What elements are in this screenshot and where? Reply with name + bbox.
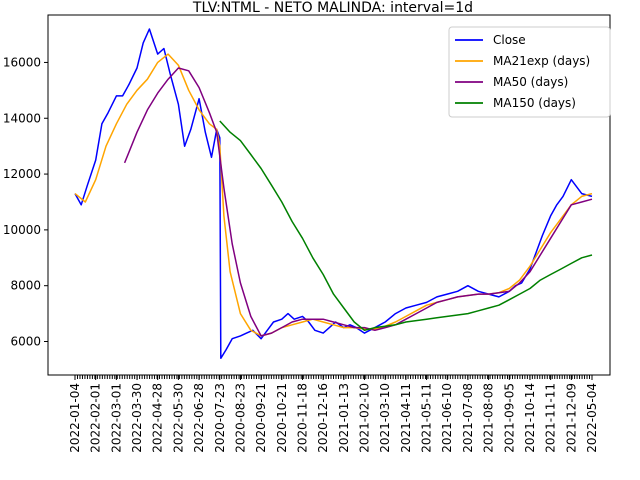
- y-tick-label: 6000: [10, 335, 41, 349]
- chart-title: TLV:NTML - NETO MALINDA: interval=1d: [192, 0, 473, 16]
- x-tick-label: 2022-03-01: [109, 383, 123, 453]
- legend-label: Close: [493, 33, 526, 47]
- x-tick-label: 2022-06-28: [192, 383, 206, 453]
- x-tick-label: 2020-08-23: [233, 383, 247, 453]
- x-tick-label: 2021-10-14: [523, 383, 537, 453]
- x-axis: 2022-01-04 2022-02-01 2022-03-01 2022-03-30…: [68, 375, 599, 453]
- series-line-0: [74, 28, 593, 360]
- x-tick-label: 2021-11-11: [544, 383, 558, 453]
- series-line-1: [74, 53, 593, 337]
- y-tick-label: 8000: [10, 279, 41, 293]
- x-tick-label: 2021-06-10: [440, 383, 454, 453]
- x-tick-label: 2021-07-08: [461, 383, 475, 453]
- x-tick-label: 2020-11-18: [295, 383, 309, 453]
- series-line-2: [123, 67, 593, 337]
- x-tick-label: 2021-04-11: [399, 383, 413, 453]
- y-tick-label: 16000: [3, 55, 41, 69]
- x-tick-label: 2022-01-04: [68, 383, 82, 453]
- series-line-3: [219, 120, 593, 332]
- y-tick-label: 10000: [3, 223, 41, 237]
- x-tick-label: 2021-12-09: [564, 383, 578, 453]
- x-tick-label: 2021-01-13: [337, 383, 351, 453]
- x-tick-label: 2021-02-10: [358, 383, 372, 453]
- x-tick-label: 2020-07-23: [213, 383, 227, 453]
- x-tick-label: 2022-02-01: [89, 383, 103, 453]
- x-tick-label: 2021-03-10: [378, 383, 392, 453]
- x-tick-label: 2021-09-05: [502, 383, 516, 453]
- y-tick-label: 12000: [3, 167, 41, 181]
- x-tick-label: 2022-05-04: [585, 383, 599, 453]
- x-tick-label: 2020-09-21: [254, 383, 268, 453]
- x-tick-label: 2022-04-28: [151, 383, 165, 453]
- x-tick-label: 2020-12-16: [316, 383, 330, 453]
- x-tick-label: 2021-08-08: [482, 383, 496, 453]
- x-tick-label: 2020-10-21: [275, 383, 289, 453]
- x-tick-label: 2021-05-11: [420, 383, 434, 453]
- legend-label: MA21exp (days): [493, 54, 590, 68]
- legend-label: MA50 (days): [493, 75, 568, 89]
- x-tick-label: 2022-05-30: [171, 383, 185, 453]
- legend-box: [448, 26, 611, 118]
- legend-label: MA150 (days): [493, 96, 576, 110]
- series-layer: [74, 28, 593, 360]
- legend: Close MA21exp (days) MA50 (days) MA150 (day…: [448, 26, 611, 118]
- y-axis: 6000 8000 10000 12000 14000 16000: [3, 55, 48, 349]
- x-tick-label: 2022-03-30: [130, 383, 144, 453]
- y-tick-label: 14000: [3, 111, 41, 125]
